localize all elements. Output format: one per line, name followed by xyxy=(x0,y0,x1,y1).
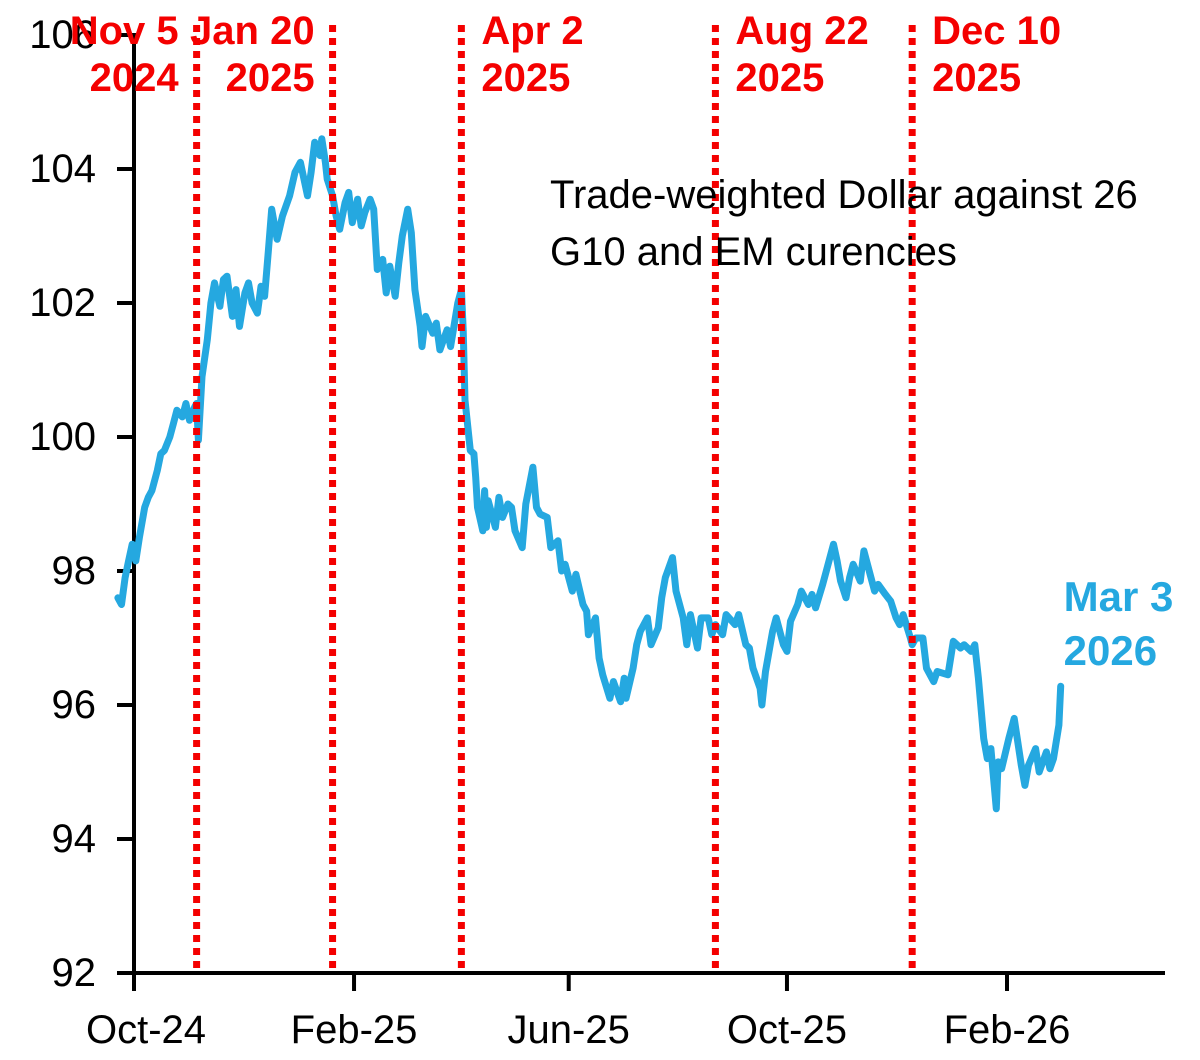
series-end-date-label: Mar 3 2026 xyxy=(1064,570,1174,678)
y-tick-label-92: 92 xyxy=(51,951,97,995)
event-label-dec-10-2025: Dec 10 2025 xyxy=(932,8,1061,102)
y-tick-label-102: 102 xyxy=(29,281,96,325)
event-label-year: 2024 xyxy=(89,56,179,100)
series-end-date-line2: 2026 xyxy=(1063,627,1158,675)
event-label-year: 2025 xyxy=(225,56,315,100)
event-label-date: Aug 22 xyxy=(735,9,869,53)
event-label-date: Apr 2 xyxy=(481,9,584,53)
event-lines xyxy=(193,25,916,970)
event-label-date: Dec 10 xyxy=(932,9,1062,53)
event-label-year: 2025 xyxy=(481,56,571,100)
event-label-year: 2025 xyxy=(932,56,1022,100)
chart-note-line2: G10 and EM curencies xyxy=(550,230,957,274)
axis-ticks xyxy=(117,33,1009,991)
y-tick-label-94: 94 xyxy=(51,817,97,861)
y-tick-label-100: 100 xyxy=(29,415,96,459)
x-tick-label-Feb-26: Feb-26 xyxy=(943,1008,1071,1052)
y-tick-label-98: 98 xyxy=(51,549,97,593)
event-label-date: Nov 5 xyxy=(69,9,179,53)
y-tick-label-106: 106 xyxy=(29,13,96,57)
x-tick-label-Oct-25: Oct-25 xyxy=(726,1008,847,1052)
x-tick-label-Jun-25: Jun-25 xyxy=(507,1008,630,1052)
series-end-date-line1: Mar 3 xyxy=(1063,573,1174,621)
x-tick-label-Oct-24: Oct-24 xyxy=(85,1008,207,1052)
event-label-date: Jan 20 xyxy=(190,9,315,53)
chart-note-line1: Trade-weighted Dollar against 26 xyxy=(550,173,1138,217)
event-label-aug-22-2025: Aug 22 2025 xyxy=(735,8,868,102)
x-tick-label-Feb-25: Feb-25 xyxy=(290,1008,418,1052)
event-label-jan-20-2025: Jan 20 2025 xyxy=(190,8,315,102)
event-label-apr-2-2025: Apr 2 2025 xyxy=(481,8,583,102)
event-label-year: 2025 xyxy=(735,56,825,100)
chart-note: Trade-weighted Dollar against 26 G10 and… xyxy=(550,167,1138,281)
y-tick-label-96: 96 xyxy=(51,683,97,727)
dollar-index-line xyxy=(114,135,1065,813)
event-label-nov-5-2024: Nov 5 2024 xyxy=(70,8,179,102)
y-tick-label-104: 104 xyxy=(29,147,96,191)
